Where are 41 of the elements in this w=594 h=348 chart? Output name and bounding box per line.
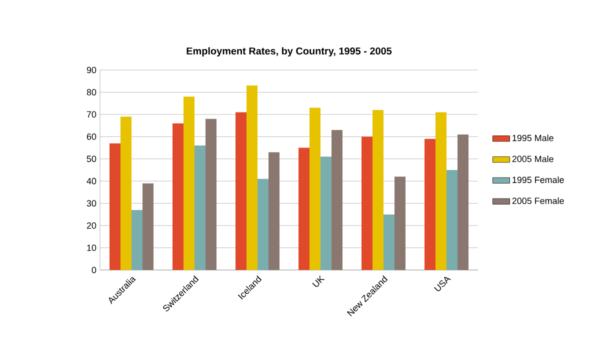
bar <box>142 183 154 270</box>
y-tick-label: 80 <box>86 89 96 96</box>
bar <box>362 136 373 270</box>
y-tick-label: 50 <box>86 156 96 162</box>
bar <box>268 152 280 270</box>
bar <box>206 118 217 270</box>
x-tick-label: UK <box>312 275 325 287</box>
bar <box>332 130 343 270</box>
bar <box>172 123 184 270</box>
x-tick-label: USA <box>434 276 451 292</box>
bar <box>246 86 258 270</box>
y-tick-label: 60 <box>86 133 96 140</box>
bar <box>110 143 120 270</box>
bar <box>194 146 206 270</box>
legend-label: 2005 Female <box>512 197 564 204</box>
y-tick-label: 20 <box>86 222 96 229</box>
bar <box>436 112 447 270</box>
bar <box>298 148 310 270</box>
bar <box>394 176 406 270</box>
bar <box>446 170 458 270</box>
bar <box>184 96 195 270</box>
bar <box>320 156 332 270</box>
y-tick-label: 70 <box>86 111 96 118</box>
y-tick-label: 0 <box>92 266 96 274</box>
chart-title: Employment Rates, by Country, 1995 - 2005 <box>186 47 392 56</box>
bar <box>424 138 436 270</box>
legend-label: 1995 Male <box>512 134 554 142</box>
y-tick-label: 90 <box>86 66 96 74</box>
legend-label: 1995 Female <box>512 176 564 184</box>
bar <box>258 178 269 270</box>
bar <box>236 112 246 270</box>
y-tick-label: 30 <box>86 200 96 207</box>
bar <box>384 214 395 270</box>
bar <box>132 210 143 270</box>
y-tick-label: 10 <box>87 244 96 251</box>
y-tick-label: 40 <box>86 178 96 184</box>
legend-label: 2005 Male <box>512 156 554 162</box>
bar <box>458 134 469 270</box>
bar <box>310 108 321 270</box>
bar <box>372 110 384 270</box>
bar <box>120 116 132 270</box>
